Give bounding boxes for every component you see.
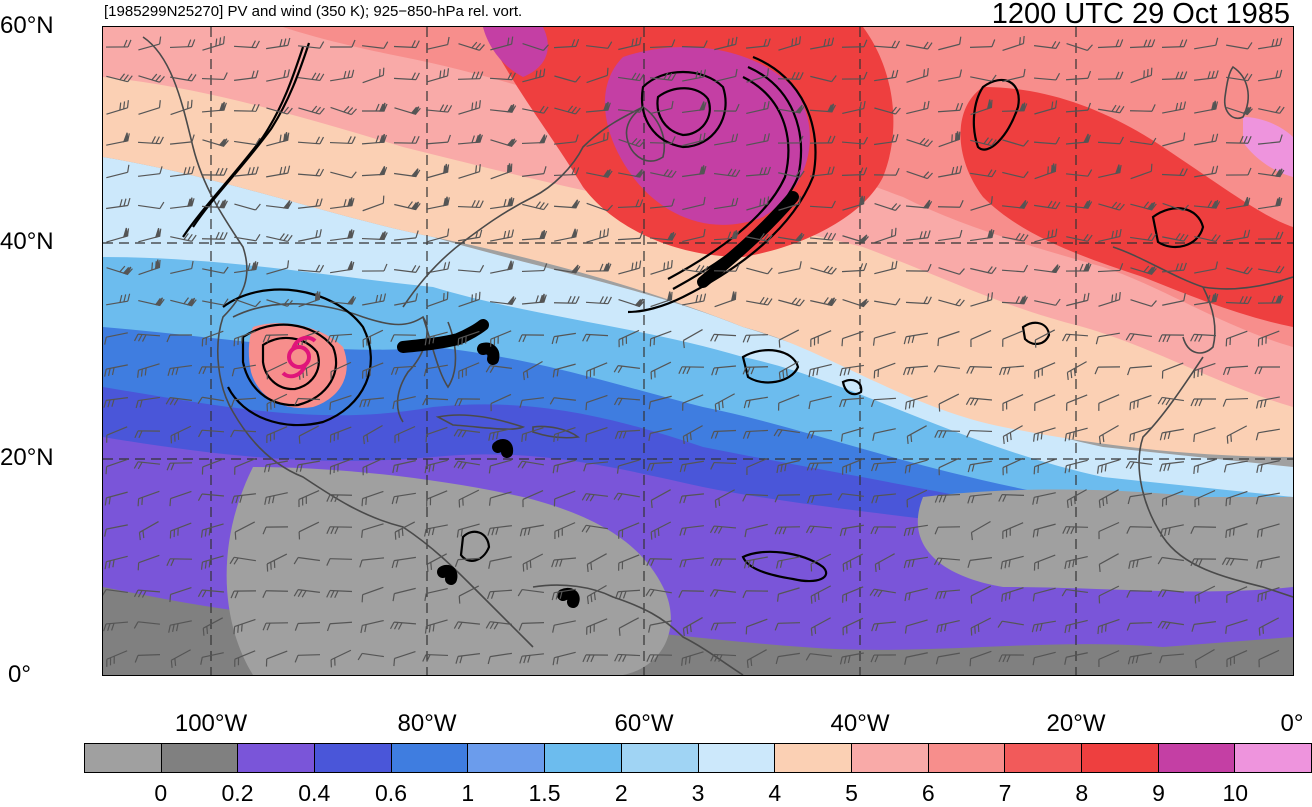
colorbar-tick-label: 8	[1075, 780, 1088, 807]
colorbar-swatch	[545, 744, 622, 772]
pv-colorbar	[84, 743, 1312, 773]
colorbar-swatch	[1082, 744, 1159, 772]
colorbar-tick-label: 1	[461, 780, 474, 807]
colorbar-tick-label: 10	[1222, 780, 1248, 807]
colorbar-swatch	[1235, 744, 1311, 772]
lon-label-0: 0°	[1281, 710, 1304, 738]
colorbar-swatch	[85, 744, 162, 772]
pv-wind-map	[103, 27, 1293, 675]
colorbar-tick-label: 9	[1152, 780, 1165, 807]
colorbar-tick-label: 0	[154, 780, 167, 807]
colorbar-swatch	[1159, 744, 1236, 772]
lon-label-80w: 80°W	[398, 710, 457, 738]
colorbar-swatch	[852, 744, 929, 772]
colorbar-tick-label: 2	[615, 780, 628, 807]
colorbar-tick-label: 3	[692, 780, 705, 807]
lat-label-60n: 60°N	[0, 12, 70, 40]
colorbar-swatch	[238, 744, 315, 772]
colorbar-swatch	[315, 744, 392, 772]
vort-thick-blob-2	[443, 571, 451, 579]
colorbar-tick-label: 7	[999, 780, 1012, 807]
colorbar-swatch	[392, 744, 469, 772]
vort-thick-blob-3	[563, 594, 574, 602]
lat-label-20n: 20°N	[0, 444, 70, 472]
colorbar-swatch	[162, 744, 239, 772]
colorbar-swatch	[699, 744, 776, 772]
colorbar-tick-label: 4	[768, 780, 781, 807]
map-title: [1985299N25270] PV and wind (350 K); 925…	[104, 3, 522, 20]
lon-label-100w: 100°W	[175, 710, 247, 738]
colorbar-tick-label: 0.6	[375, 780, 407, 807]
colorbar-swatch	[468, 744, 545, 772]
colorbar-tick-label: 0.4	[298, 780, 330, 807]
colorbar-tick-label: 0.2	[222, 780, 254, 807]
colorbar-swatch	[1005, 744, 1082, 772]
vort-thick-blob-1	[498, 445, 507, 452]
colorbar-tick-label: 1.5	[529, 780, 561, 807]
pv-shaded-field	[103, 27, 1293, 675]
colorbar-swatch	[929, 744, 1006, 772]
colorbar-tick-label: 6	[922, 780, 935, 807]
lon-label-60w: 60°W	[615, 710, 674, 738]
lon-label-20w: 20°W	[1047, 710, 1106, 738]
lat-label-40n: 40°N	[0, 228, 70, 256]
pv-low-grey-east-atlantic	[918, 490, 1293, 592]
colorbar-swatch	[775, 744, 852, 772]
lat-label-0: 0°	[8, 661, 78, 689]
colorbar-tick-label: 5	[845, 780, 858, 807]
lon-label-40w: 40°W	[831, 710, 890, 738]
colorbar-swatch	[622, 744, 699, 772]
